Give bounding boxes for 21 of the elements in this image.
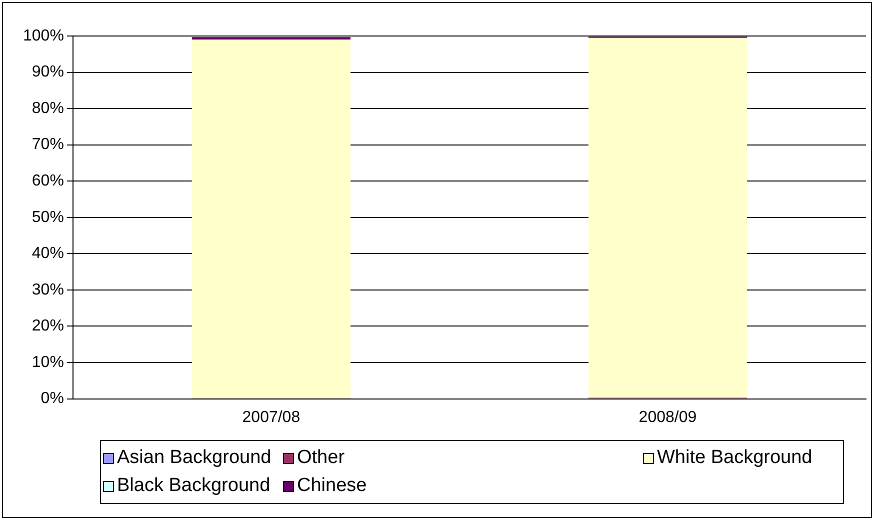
x-tick-label: 2007/08 (242, 408, 300, 426)
bar (192, 40, 350, 398)
y-tick-label: 70% (32, 136, 64, 154)
legend-label: Other (297, 447, 345, 469)
y-tick-label: 90% (32, 64, 64, 81)
bar (192, 37, 350, 40)
bar (588, 38, 748, 398)
y-tick-label: 50% (32, 208, 64, 226)
legend-label: White Background (657, 447, 812, 469)
y-tick-label: 60% (32, 172, 64, 190)
x-tick-label: 2008/09 (638, 408, 697, 426)
y-tick-label: 30% (32, 281, 64, 298)
y-tick-label: 40% (32, 245, 64, 262)
y-tick-label: 20% (32, 318, 64, 335)
legend-label: Black Background (117, 475, 270, 497)
y-tick-label: 10% (32, 354, 64, 371)
legend-label: Chinese (297, 475, 367, 497)
y-tick-label: 0% (40, 390, 64, 408)
y-tick-label: 100% (23, 27, 64, 44)
y-tick-label: 80% (32, 100, 64, 117)
legend-label: Asian Background (117, 447, 272, 469)
